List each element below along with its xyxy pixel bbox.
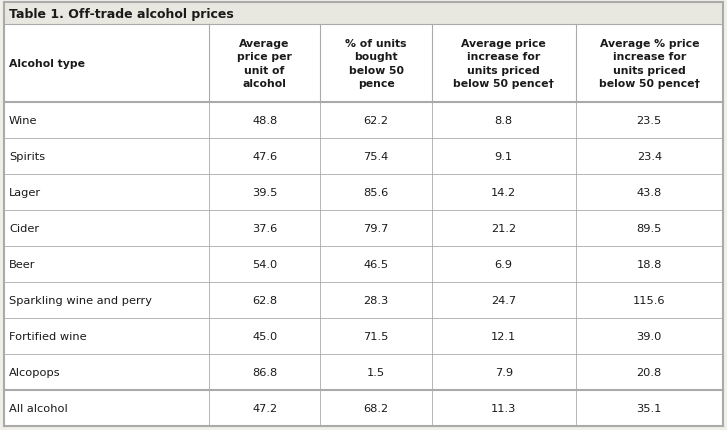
Bar: [4, 318, 723, 354]
Text: Alcopops: Alcopops: [9, 367, 60, 377]
Text: 23.4: 23.4: [637, 152, 662, 162]
Text: 68.2: 68.2: [364, 403, 389, 413]
Text: 39.5: 39.5: [252, 187, 277, 197]
Text: 20.8: 20.8: [637, 367, 662, 377]
Text: 9.1: 9.1: [494, 152, 513, 162]
Text: 12.1: 12.1: [491, 331, 516, 341]
Text: 47.6: 47.6: [252, 152, 277, 162]
Text: Alcohol type: Alcohol type: [9, 59, 85, 69]
Text: 43.8: 43.8: [637, 187, 662, 197]
Text: % of units
bought
below 50
pence: % of units bought below 50 pence: [345, 39, 407, 89]
Text: Average
price per
unit of
alcohol: Average price per unit of alcohol: [237, 39, 292, 89]
Bar: [4, 25, 723, 103]
Text: 45.0: 45.0: [252, 331, 277, 341]
Text: Table 1. Off-trade alcohol prices: Table 1. Off-trade alcohol prices: [9, 7, 234, 21]
Text: All alcohol: All alcohol: [9, 403, 68, 413]
Text: 62.8: 62.8: [252, 295, 277, 305]
Text: Lager: Lager: [9, 187, 41, 197]
Text: 11.3: 11.3: [491, 403, 516, 413]
Text: 8.8: 8.8: [494, 116, 513, 126]
Text: Fortified wine: Fortified wine: [9, 331, 87, 341]
Text: 7.9: 7.9: [494, 367, 513, 377]
Text: 1.5: 1.5: [367, 367, 385, 377]
Text: Wine: Wine: [9, 116, 38, 126]
Text: 21.2: 21.2: [491, 224, 516, 233]
Text: 54.0: 54.0: [252, 259, 277, 269]
Text: Sparkling wine and perry: Sparkling wine and perry: [9, 295, 152, 305]
Bar: [4, 139, 723, 175]
Text: 46.5: 46.5: [364, 259, 389, 269]
Bar: [4, 246, 723, 283]
Text: 62.2: 62.2: [364, 116, 389, 126]
Text: 86.8: 86.8: [252, 367, 277, 377]
Text: 79.7: 79.7: [364, 224, 389, 233]
Bar: [4, 3, 723, 25]
Text: 47.2: 47.2: [252, 403, 277, 413]
Text: 39.0: 39.0: [637, 331, 662, 341]
Text: Beer: Beer: [9, 259, 36, 269]
Bar: [4, 211, 723, 246]
Text: 18.8: 18.8: [637, 259, 662, 269]
Text: Average price
increase for
units priced
below 50 pence†: Average price increase for units priced …: [453, 39, 554, 89]
Text: 24.7: 24.7: [491, 295, 516, 305]
Text: 48.8: 48.8: [252, 116, 277, 126]
Text: Spirits: Spirits: [9, 152, 45, 162]
Text: 115.6: 115.6: [633, 295, 665, 305]
Bar: [4, 390, 723, 426]
Text: 35.1: 35.1: [637, 403, 662, 413]
Text: 6.9: 6.9: [494, 259, 513, 269]
Text: 28.3: 28.3: [364, 295, 389, 305]
Bar: [4, 175, 723, 211]
Bar: [4, 283, 723, 318]
Text: 23.5: 23.5: [637, 116, 662, 126]
Text: 37.6: 37.6: [252, 224, 277, 233]
Bar: [4, 103, 723, 139]
Text: Cider: Cider: [9, 224, 39, 233]
Text: 75.4: 75.4: [364, 152, 389, 162]
Text: 71.5: 71.5: [364, 331, 389, 341]
Bar: [4, 354, 723, 390]
Text: 14.2: 14.2: [491, 187, 516, 197]
Text: 85.6: 85.6: [364, 187, 389, 197]
Text: 89.5: 89.5: [637, 224, 662, 233]
Text: Average % price
increase for
units priced
below 50 pence†: Average % price increase for units price…: [599, 39, 700, 89]
